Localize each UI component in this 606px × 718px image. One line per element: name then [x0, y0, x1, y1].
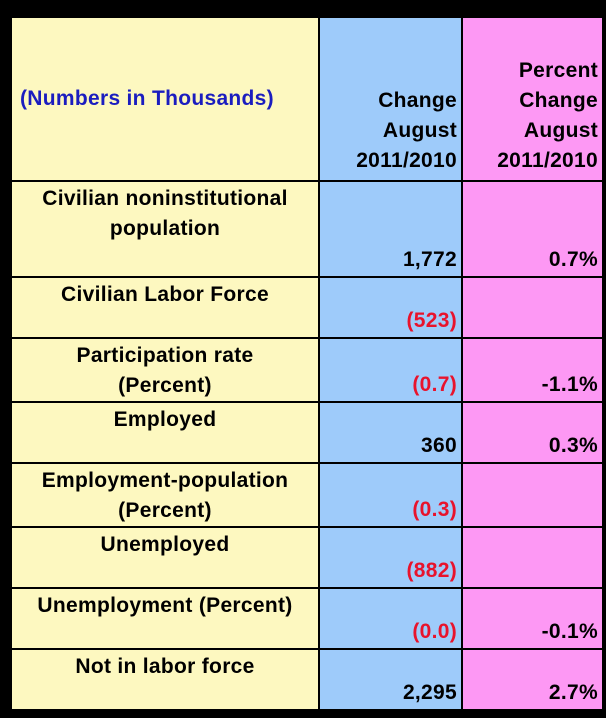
row-label-line: Not in labor force	[75, 655, 255, 678]
change-header-line: August	[382, 119, 457, 142]
percent-header-line: August	[523, 119, 598, 142]
change-value: 2,295	[318, 648, 463, 711]
row-label-line: Employed	[113, 408, 217, 431]
change-value: (0.7)	[318, 337, 463, 403]
row-label-line: Unemployed	[100, 533, 230, 556]
row-label-line: (Percent)	[118, 499, 212, 522]
table-row: Employed 360 0.3%	[10, 401, 604, 464]
row-label-line: Participation rate	[76, 344, 254, 367]
row-label: Unemployed	[10, 526, 320, 589]
percent-change-value	[461, 526, 604, 589]
change-value: (523)	[318, 276, 463, 339]
units-label: (Numbers in Thousands)	[10, 16, 320, 182]
row-label-line: population	[109, 217, 221, 240]
row-label-line: Unemployment (Percent)	[37, 594, 293, 617]
table-row: Unemployment (Percent) (0.0) -0.1%	[10, 587, 604, 650]
percent-change-value: 2.7%	[461, 648, 604, 711]
percent-change-value: 0.3%	[461, 401, 604, 464]
row-label: Employed	[10, 401, 320, 464]
percent-header-line: Percent	[518, 59, 598, 82]
header-row: (Numbers in Thousands) Change August 201…	[10, 16, 604, 182]
row-label: Civilian Labor Force	[10, 276, 320, 339]
row-label: Employment-population (Percent)	[10, 462, 320, 528]
row-label-line: Civilian noninstitutional	[42, 187, 288, 210]
change-value: (0.3)	[318, 462, 463, 528]
row-label-line: Employment-population	[41, 469, 289, 492]
percent-header-line: Change	[519, 89, 598, 112]
change-header-line: 2011/2010	[356, 149, 457, 172]
change-value: 1,772	[318, 180, 463, 278]
row-label-line: Civilian Labor Force	[61, 283, 269, 306]
table-body: Civilian noninstitutional population 1,772…	[10, 180, 604, 711]
change-value: (882)	[318, 526, 463, 589]
percent-change-value: 0.7%	[461, 180, 604, 278]
percent-change-value: -1.1%	[461, 337, 604, 403]
table-row: Unemployed (882)	[10, 526, 604, 589]
row-label: Civilian noninstitutional population	[10, 180, 320, 278]
row-label: Not in labor force	[10, 648, 320, 711]
percent-change-value: -0.1%	[461, 587, 604, 650]
table-row: Participation rate (Percent) (0.7) -1.1%	[10, 337, 604, 403]
table-row: Not in labor force 2,295 2.7%	[10, 648, 604, 711]
percent-change-value	[461, 462, 604, 528]
percent-change-column-header: Percent Change August 2011/2010	[461, 16, 604, 182]
change-value: (0.0)	[318, 587, 463, 650]
percent-change-value	[461, 276, 604, 339]
table-row: Civilian noninstitutional population 1,772…	[10, 180, 604, 278]
change-header-line: Change	[378, 89, 457, 112]
row-label: Participation rate (Percent)	[10, 337, 320, 403]
table-row: Employment-population (Percent) (0.3)	[10, 462, 604, 528]
table-row: Civilian Labor Force (523)	[10, 276, 604, 339]
change-column-header: Change August 2011/2010	[318, 16, 463, 182]
row-label-line: (Percent)	[118, 374, 212, 397]
row-label: Unemployment (Percent)	[10, 587, 320, 650]
change-value: 360	[318, 401, 463, 464]
percent-header-line: 2011/2010	[497, 149, 598, 172]
labor-statistics-table: (Numbers in Thousands) Change August 201…	[10, 16, 604, 711]
